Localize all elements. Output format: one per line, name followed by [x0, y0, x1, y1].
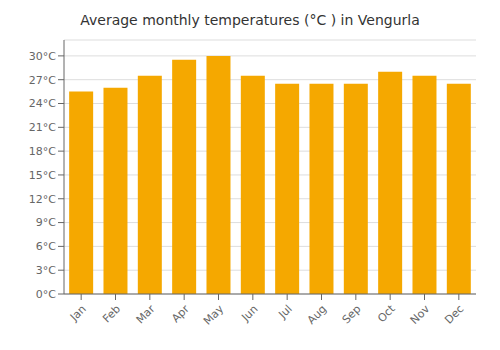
svg-text:Mar: Mar: [134, 302, 158, 326]
svg-text:Sep: Sep: [340, 302, 364, 326]
svg-text:21°C: 21°C: [29, 121, 56, 134]
svg-text:Oct: Oct: [375, 302, 398, 325]
svg-text:0°C: 0°C: [36, 288, 56, 301]
svg-text:Aug: Aug: [305, 302, 329, 326]
svg-text:30°C: 30°C: [29, 50, 56, 63]
svg-text:Nov: Nov: [408, 302, 433, 327]
svg-text:18°C: 18°C: [29, 145, 56, 158]
svg-text:Feb: Feb: [100, 302, 123, 325]
svg-text:15°C: 15°C: [29, 169, 56, 182]
svg-text:Jul: Jul: [276, 302, 295, 321]
svg-text:Jun: Jun: [238, 302, 260, 324]
svg-text:May: May: [201, 302, 227, 328]
svg-text:27°C: 27°C: [29, 74, 56, 87]
svg-text:6°C: 6°C: [36, 240, 56, 253]
svg-text:Dec: Dec: [442, 302, 466, 326]
html-text:Average monthly temperatures (: Average monthly temperatures (°C ) in Ve…: [80, 12, 420, 28]
svg-text:24°C: 24°C: [29, 97, 56, 110]
svg-text:12°C: 12°C: [29, 193, 56, 206]
svg-text:3°C: 3°C: [36, 264, 56, 277]
svg-text:Apr: Apr: [169, 302, 192, 325]
svg-text:9°C: 9°C: [36, 216, 56, 229]
svg-text:Jan: Jan: [67, 302, 89, 324]
